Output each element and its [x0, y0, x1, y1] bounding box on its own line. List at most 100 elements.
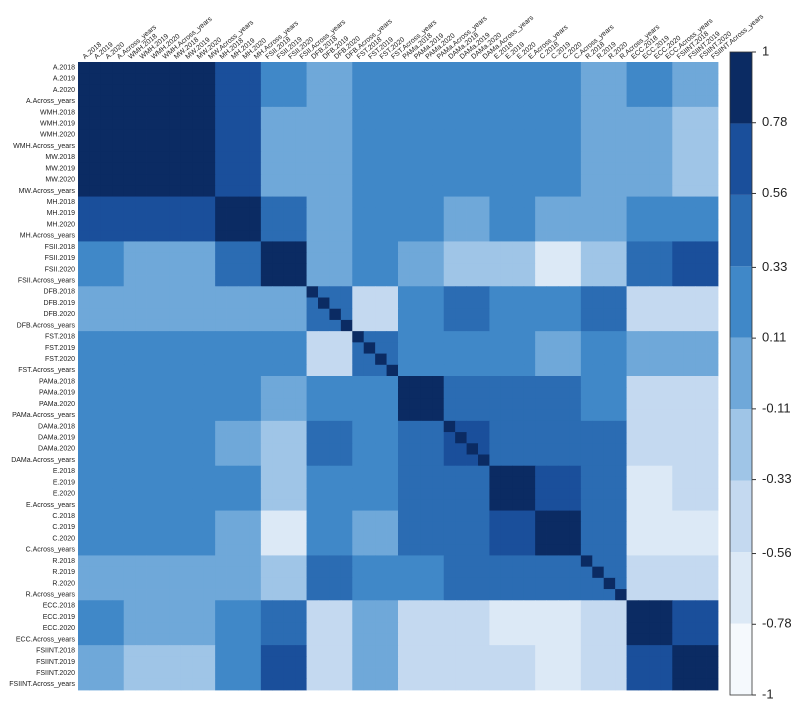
- cell: [100, 465, 113, 478]
- cell: [649, 488, 662, 500]
- cell: [135, 252, 147, 265]
- cell: [535, 510, 547, 523]
- cell: [420, 577, 433, 590]
- cell: [695, 555, 707, 568]
- cell: [615, 533, 627, 545]
- cell: [420, 622, 433, 635]
- cell: [295, 73, 307, 85]
- cell: [238, 353, 250, 366]
- cell: [649, 196, 662, 209]
- cell: [649, 331, 662, 343]
- cell: [603, 387, 616, 399]
- cell: [523, 84, 536, 97]
- cell: [135, 420, 147, 433]
- cell: [192, 252, 205, 265]
- cell: [638, 219, 650, 231]
- cell: [592, 611, 605, 624]
- cell: [78, 544, 90, 556]
- cell: [386, 364, 399, 377]
- cell: [112, 432, 125, 444]
- cell: [546, 533, 559, 545]
- cell: [260, 342, 273, 354]
- cell: [158, 364, 170, 377]
- cell: [215, 95, 227, 108]
- y-tick-label: MH.2020: [47, 221, 76, 228]
- cell: [352, 387, 365, 399]
- cell: [466, 73, 479, 85]
- cell: [546, 443, 559, 455]
- cell: [443, 465, 456, 478]
- cell: [409, 151, 422, 164]
- cell: [306, 544, 319, 556]
- cell: [546, 263, 559, 276]
- cell: [295, 667, 307, 680]
- cell: [420, 544, 433, 556]
- cell: [580, 476, 593, 489]
- cell: [580, 678, 593, 691]
- cell: [660, 499, 673, 511]
- cell: [78, 118, 90, 130]
- cell: [78, 106, 90, 119]
- cell: [512, 622, 525, 635]
- cell: [238, 387, 250, 399]
- cell: [626, 140, 639, 153]
- cell: [329, 577, 342, 590]
- cell: [123, 387, 136, 399]
- cell: [135, 151, 147, 164]
- cell: [238, 162, 250, 175]
- cell: [283, 219, 296, 231]
- cell: [100, 600, 113, 612]
- cell: [272, 398, 285, 411]
- cell: [363, 420, 376, 433]
- cell: [523, 555, 536, 568]
- cell: [112, 488, 125, 500]
- cell: [420, 241, 433, 254]
- cell: [398, 185, 410, 197]
- cell: [638, 611, 650, 624]
- cell: [100, 364, 113, 377]
- cell: [386, 566, 399, 579]
- cell: [695, 331, 707, 343]
- cell: [683, 263, 696, 276]
- cell: [409, 611, 422, 624]
- cell: [306, 118, 319, 130]
- cell: [146, 633, 159, 646]
- cell: [546, 544, 559, 556]
- cell: [672, 398, 685, 411]
- cell: [215, 521, 227, 534]
- cell: [615, 622, 627, 635]
- cell: [363, 106, 376, 119]
- cell: [260, 409, 273, 422]
- cell: [89, 577, 102, 590]
- cell: [169, 364, 182, 377]
- cell: [455, 207, 467, 220]
- cell: [283, 308, 296, 321]
- cell: [420, 600, 433, 612]
- cell: [295, 95, 307, 108]
- cell: [558, 499, 570, 511]
- cell: [512, 95, 525, 108]
- cell: [443, 319, 456, 332]
- cell: [318, 454, 330, 467]
- cell: [626, 488, 639, 500]
- cell: [89, 84, 102, 97]
- cell: [89, 398, 102, 411]
- cell: [489, 633, 502, 646]
- cell: [352, 454, 365, 467]
- cell: [638, 476, 650, 489]
- cell: [146, 353, 159, 366]
- cell: [420, 286, 433, 298]
- cell: [546, 275, 559, 287]
- cell: [478, 656, 490, 668]
- cell: [695, 364, 707, 377]
- cell: [375, 544, 387, 556]
- colorbar-tick-label: -1: [762, 686, 774, 701]
- cell: [226, 297, 239, 310]
- cell: [672, 106, 685, 119]
- cell: [226, 353, 239, 366]
- cell: [466, 488, 479, 500]
- cell: [203, 118, 216, 130]
- cell: [215, 331, 227, 343]
- cell: [249, 364, 262, 377]
- cell: [683, 577, 696, 590]
